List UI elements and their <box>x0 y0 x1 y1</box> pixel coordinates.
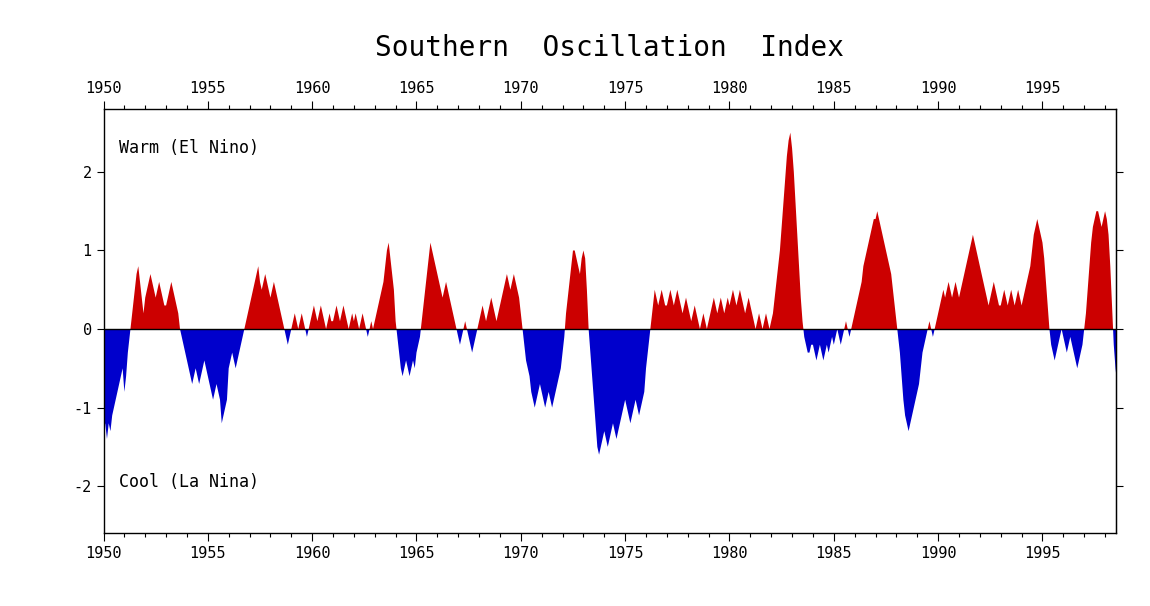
Title: Southern  Oscillation  Index: Southern Oscillation Index <box>375 35 844 62</box>
Text: Warm (El Nino): Warm (El Nino) <box>118 139 259 157</box>
Text: Cool (La Nina): Cool (La Nina) <box>118 473 259 491</box>
